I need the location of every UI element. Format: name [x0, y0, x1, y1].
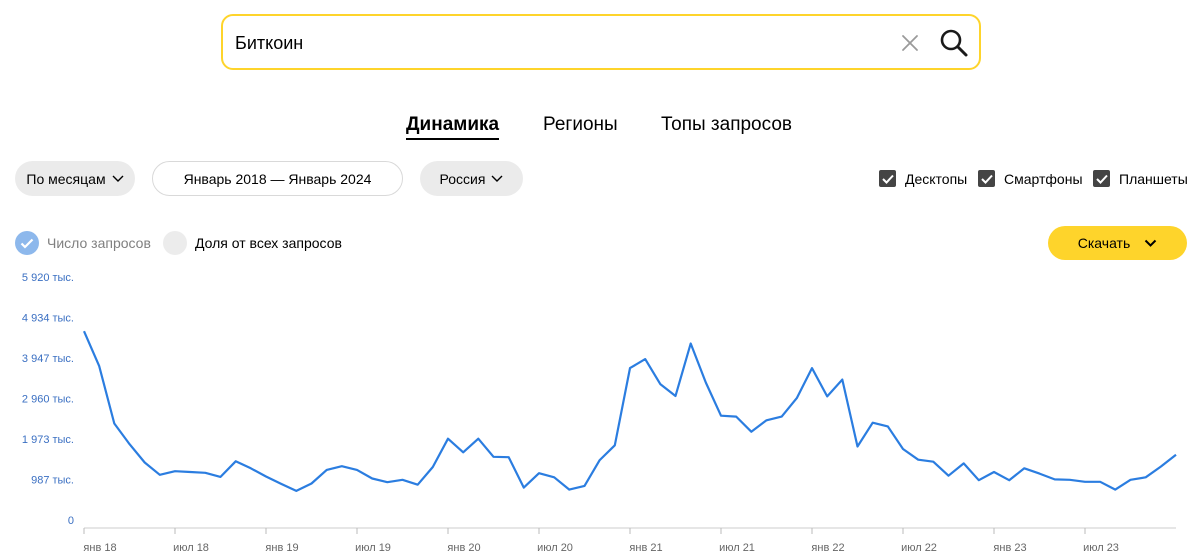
x-tick-label: июл 22	[901, 542, 937, 554]
device-smartphone-label: Смартфоны	[1004, 170, 1083, 187]
y-tick-label: 3 947 тыс.	[22, 353, 74, 365]
x-tick-label: янв 22	[811, 542, 844, 554]
device-smartphone-checkbox[interactable]: Смартфоны	[978, 170, 1083, 187]
x-tick-label: янв 19	[265, 542, 298, 554]
grouping-dropdown[interactable]: По месяцам	[15, 161, 135, 196]
tab-regions[interactable]: Регионы	[543, 114, 618, 135]
checkmark-icon	[1093, 170, 1110, 187]
metric-count-label: Число запросов	[47, 235, 151, 251]
region-label: Россия	[439, 170, 486, 187]
checkmark-icon	[978, 170, 995, 187]
download-button[interactable]: Скачать	[1048, 226, 1187, 260]
x-tick-label: июл 21	[719, 542, 755, 554]
x-tick-label: июл 19	[355, 542, 391, 554]
search-box[interactable]	[221, 14, 981, 70]
metric-share-radio[interactable]: Доля от всех запросов	[163, 231, 342, 255]
search-input[interactable]	[235, 29, 875, 57]
metric-count-radio[interactable]: Число запросов	[15, 231, 151, 255]
y-tick-label: 4 934 тыс.	[22, 312, 74, 324]
x-tick-label: янв 23	[993, 542, 1026, 554]
region-dropdown[interactable]: Россия	[420, 161, 523, 196]
series-line	[82, 330, 1177, 492]
metric-share-label: Доля от всех запросов	[195, 235, 342, 251]
y-tick-label: 987 тыс.	[31, 474, 74, 486]
checkmark-icon	[879, 170, 896, 187]
x-tick-label: июл 23	[1083, 542, 1119, 554]
device-tablet-label: Планшеты	[1119, 170, 1188, 187]
search-volume-chart: 5 920 тыс. 4 934 тыс. 3 947 тыс. 2 960 тыс.…	[22, 272, 1177, 554]
period-label: Январь 2018 — Январь 2024	[183, 170, 372, 187]
check-icon	[15, 231, 39, 255]
y-tick-label: 1 973 тыс.	[22, 434, 74, 446]
tabs: Динамика Регионы Топы запросов	[0, 114, 1200, 144]
tab-dynamics[interactable]: Динамика	[406, 114, 500, 140]
x-tick-label: янв 21	[629, 542, 662, 554]
x-tick-label: янв 18	[83, 542, 116, 554]
chevron-down-icon	[1145, 239, 1157, 247]
close-icon[interactable]	[897, 30, 923, 56]
y-tick-label: 2 960 тыс.	[22, 394, 74, 406]
chevron-down-icon	[112, 175, 124, 182]
device-desktop-label: Десктопы	[905, 170, 968, 187]
x-tick-label: июл 18	[173, 542, 209, 554]
period-picker[interactable]: Январь 2018 — Январь 2024	[152, 161, 403, 196]
grouping-label: По месяцам	[26, 170, 106, 187]
search-icon[interactable]	[937, 26, 971, 60]
tab-top-queries[interactable]: Топы запросов	[661, 114, 792, 135]
y-tick-label: 0	[68, 515, 74, 527]
device-tablet-checkbox[interactable]: Планшеты	[1093, 170, 1188, 187]
x-tick-label: июл 20	[537, 542, 573, 554]
download-label: Скачать	[1077, 235, 1131, 251]
chevron-down-icon	[491, 175, 503, 182]
y-tick-label: 5 920 тыс.	[22, 272, 74, 284]
radio-empty-icon	[163, 231, 187, 255]
x-tick-label: янв 20	[447, 542, 480, 554]
device-desktop-checkbox[interactable]: Десктопы	[879, 170, 967, 187]
